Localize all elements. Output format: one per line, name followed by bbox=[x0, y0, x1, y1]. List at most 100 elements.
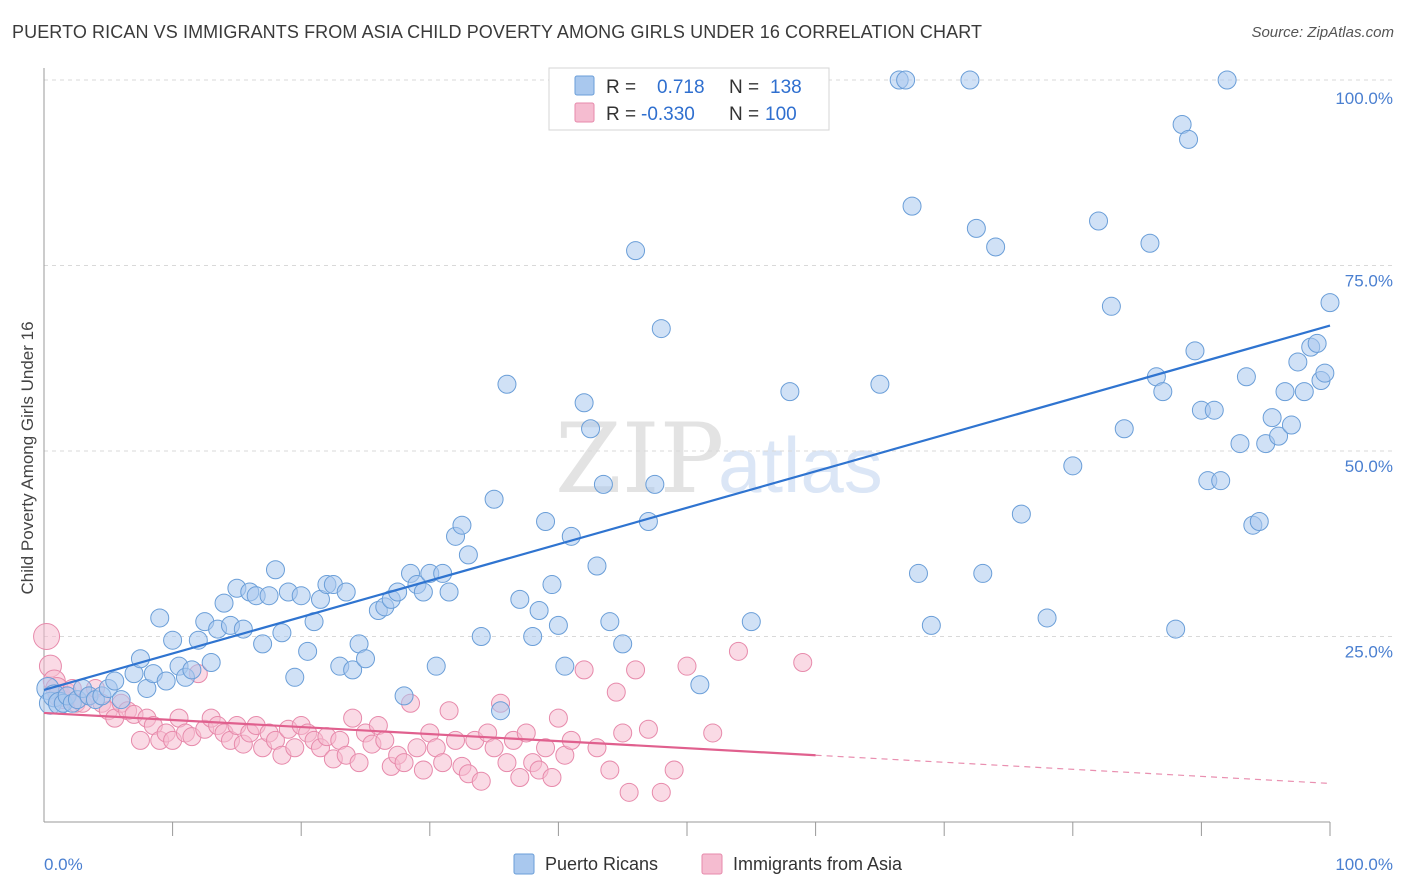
point-puerto-ricans-108 bbox=[1140, 233, 1160, 253]
y-tick-label-75: 75.0% bbox=[1345, 272, 1393, 291]
legend-n-label-2: N = bbox=[729, 104, 759, 125]
y-tick-label-100: 100.0% bbox=[1335, 89, 1393, 108]
point-puerto-ricans-67 bbox=[471, 627, 491, 646]
point-immigrants-from-asia-95 bbox=[664, 760, 684, 780]
point-puerto-ricans-72 bbox=[523, 627, 543, 646]
point-immigrants-from-asia-61 bbox=[407, 738, 427, 758]
x-ticks bbox=[172, 822, 1331, 836]
point-puerto-ricans-38 bbox=[272, 623, 292, 643]
point-puerto-ricans-20 bbox=[156, 671, 176, 691]
watermark: ZIP atlas bbox=[555, 403, 883, 515]
trend-line-immigrants-from-asia bbox=[43, 711, 816, 757]
point-puerto-ricans-76 bbox=[548, 615, 568, 635]
point-immigrants-from-asia-52 bbox=[349, 753, 369, 773]
point-immigrants-from-asia-51 bbox=[343, 708, 363, 728]
point-puerto-ricans-35 bbox=[253, 634, 273, 654]
point-puerto-ricans-84 bbox=[613, 634, 633, 654]
point-puerto-ricans-73 bbox=[529, 601, 549, 621]
point-immigrants-from-asia-66 bbox=[439, 701, 459, 721]
point-puerto-ricans-125 bbox=[1262, 408, 1282, 428]
point-puerto-ricans-100 bbox=[973, 563, 993, 583]
point-immigrants-from-asia-90 bbox=[613, 723, 633, 743]
point-immigrants-from-asia-71 bbox=[471, 771, 491, 791]
point-puerto-ricans-36 bbox=[259, 586, 279, 606]
chart-title: PUERTO RICAN VS IMMIGRANTS FROM ASIA CHI… bbox=[12, 22, 983, 42]
point-puerto-ricans-13 bbox=[105, 671, 125, 691]
point-puerto-ricans-69 bbox=[491, 701, 511, 721]
legend-swatch-immigrants-from-asia bbox=[574, 102, 595, 123]
point-puerto-ricans-96 bbox=[908, 563, 928, 583]
legend-n-value-1: 138 bbox=[770, 77, 802, 98]
point-puerto-ricans-80 bbox=[581, 419, 601, 439]
point-puerto-ricans-61 bbox=[426, 656, 446, 676]
point-puerto-ricans-63 bbox=[439, 582, 459, 602]
point-puerto-ricans-85 bbox=[626, 241, 646, 261]
point-puerto-ricans-92 bbox=[870, 374, 890, 394]
legend-bottom-swatch-puerto-ricans bbox=[513, 853, 535, 875]
point-puerto-ricans-41 bbox=[291, 586, 311, 606]
watermark-atlas: atlas bbox=[718, 421, 883, 509]
point-puerto-ricans-40 bbox=[285, 667, 305, 687]
legend-r-value-1: 0.718 bbox=[657, 77, 705, 98]
point-puerto-ricans-134 bbox=[1315, 363, 1335, 383]
point-immigrants-from-asia-42 bbox=[285, 738, 305, 758]
point-puerto-ricans-121 bbox=[1236, 367, 1256, 387]
point-puerto-ricans-32 bbox=[233, 619, 253, 639]
point-immigrants-from-asia-56 bbox=[375, 730, 395, 750]
point-puerto-ricans-59 bbox=[413, 582, 433, 602]
point-puerto-ricans-113 bbox=[1179, 129, 1199, 149]
point-puerto-ricans-101 bbox=[986, 237, 1006, 257]
point-puerto-ricans-127 bbox=[1275, 382, 1295, 402]
watermark-zip: ZIP bbox=[555, 403, 724, 515]
point-puerto-ricans-104 bbox=[1063, 456, 1083, 476]
point-puerto-ricans-107 bbox=[1114, 419, 1134, 439]
point-puerto-ricans-106 bbox=[1101, 296, 1121, 316]
legend-n-value-2: 100 bbox=[765, 104, 797, 125]
legend-bottom-swatch-immigrants-from-asia bbox=[701, 853, 723, 875]
point-immigrants-from-asia-89 bbox=[606, 682, 626, 702]
point-immigrants-from-asia-88 bbox=[600, 760, 620, 780]
point-puerto-ricans-66 bbox=[458, 545, 478, 565]
point-puerto-ricans-135 bbox=[1320, 293, 1340, 313]
point-immigrants-from-asia-91 bbox=[619, 782, 639, 802]
point-puerto-ricans-99 bbox=[966, 218, 986, 238]
point-puerto-ricans-105 bbox=[1089, 211, 1109, 231]
source-label: Source: ZipAtlas.com bbox=[1251, 24, 1394, 41]
legend-swatch-puerto-ricans bbox=[574, 75, 595, 96]
y-axis-label: Child Poverty Among Girls Under 16 bbox=[18, 321, 37, 594]
point-puerto-ricans-91 bbox=[780, 382, 800, 402]
point-puerto-ricans-95 bbox=[902, 196, 922, 216]
point-puerto-ricans-37 bbox=[265, 560, 285, 580]
point-puerto-ricans-130 bbox=[1294, 382, 1314, 402]
point-puerto-ricans-29 bbox=[214, 593, 234, 613]
point-puerto-ricans-94 bbox=[896, 70, 916, 90]
point-puerto-ricans-119 bbox=[1217, 70, 1237, 90]
point-immigrants-from-asia-73 bbox=[484, 738, 504, 758]
point-puerto-ricans-51 bbox=[356, 649, 375, 669]
point-puerto-ricans-128 bbox=[1281, 415, 1301, 435]
point-puerto-ricans-42 bbox=[298, 641, 318, 661]
point-puerto-ricans-82 bbox=[593, 474, 613, 494]
point-immigrants-from-asia-75 bbox=[497, 753, 517, 773]
point-puerto-ricans-110 bbox=[1153, 382, 1173, 402]
point-puerto-ricans-89 bbox=[690, 675, 710, 695]
point-puerto-ricans-83 bbox=[600, 612, 620, 632]
point-puerto-ricans-19 bbox=[150, 608, 170, 628]
point-immigrants-from-asia-62 bbox=[413, 760, 433, 780]
legend-r-label-2: R = bbox=[606, 104, 636, 125]
point-puerto-ricans-48 bbox=[336, 582, 356, 602]
point-immigrants-from-asia-18 bbox=[130, 730, 150, 750]
point-puerto-ricans-21 bbox=[163, 630, 183, 650]
point-puerto-ricans-68 bbox=[484, 489, 504, 509]
point-puerto-ricans-98 bbox=[960, 70, 980, 90]
point-puerto-ricans-81 bbox=[587, 556, 607, 576]
legend-bottom-label-immigrants-from-asia: Immigrants from Asia bbox=[733, 854, 903, 874]
point-immigrants-from-asia-59 bbox=[394, 753, 414, 773]
point-immigrants-from-asia-98 bbox=[728, 641, 748, 661]
point-puerto-ricans-111 bbox=[1166, 619, 1186, 639]
x-tick-label-min: 0.0% bbox=[44, 855, 83, 874]
point-puerto-ricans-14 bbox=[111, 690, 131, 710]
trend-lines bbox=[43, 324, 1331, 785]
point-puerto-ricans-74 bbox=[536, 511, 556, 531]
